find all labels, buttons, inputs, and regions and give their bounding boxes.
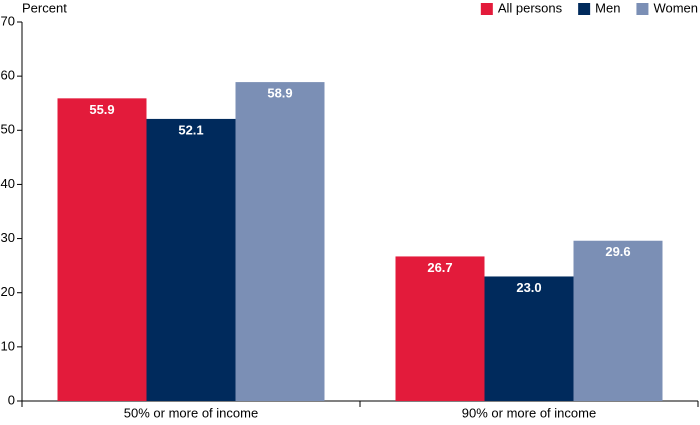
y-tick-label: 0 (8, 392, 15, 407)
y-tick-label: 30 (1, 230, 15, 245)
value-label: 29.6 (605, 244, 630, 259)
bar (573, 240, 663, 401)
y-tick-label: 60 (1, 68, 15, 83)
legend-label: Women (653, 0, 698, 15)
y-tick-label: 50 (1, 122, 15, 137)
bar (484, 276, 574, 401)
x-tick-label: 90% or more of income (462, 405, 596, 420)
y-tick-label: 20 (1, 284, 15, 299)
value-label: 26.7 (427, 260, 452, 275)
y-tick-label: 40 (1, 176, 15, 191)
value-label: 23.0 (516, 280, 541, 295)
bar (235, 82, 325, 401)
value-label: 58.9 (267, 86, 292, 101)
value-label: 52.1 (178, 122, 203, 137)
legend-swatch (636, 3, 649, 15)
legend-label: All persons (498, 0, 563, 15)
legend-swatch (578, 3, 591, 15)
bar (146, 118, 236, 401)
legend-swatch (480, 3, 493, 15)
bar (57, 98, 147, 401)
y-tick-label: 70 (1, 13, 15, 28)
y-tick-label: 10 (1, 338, 15, 353)
bar (395, 256, 485, 401)
value-label: 55.9 (89, 102, 114, 117)
y-axis-label: Percent (22, 0, 67, 15)
x-tick-label: 50% or more of income (124, 405, 258, 420)
legend-label: Men (595, 0, 620, 15)
